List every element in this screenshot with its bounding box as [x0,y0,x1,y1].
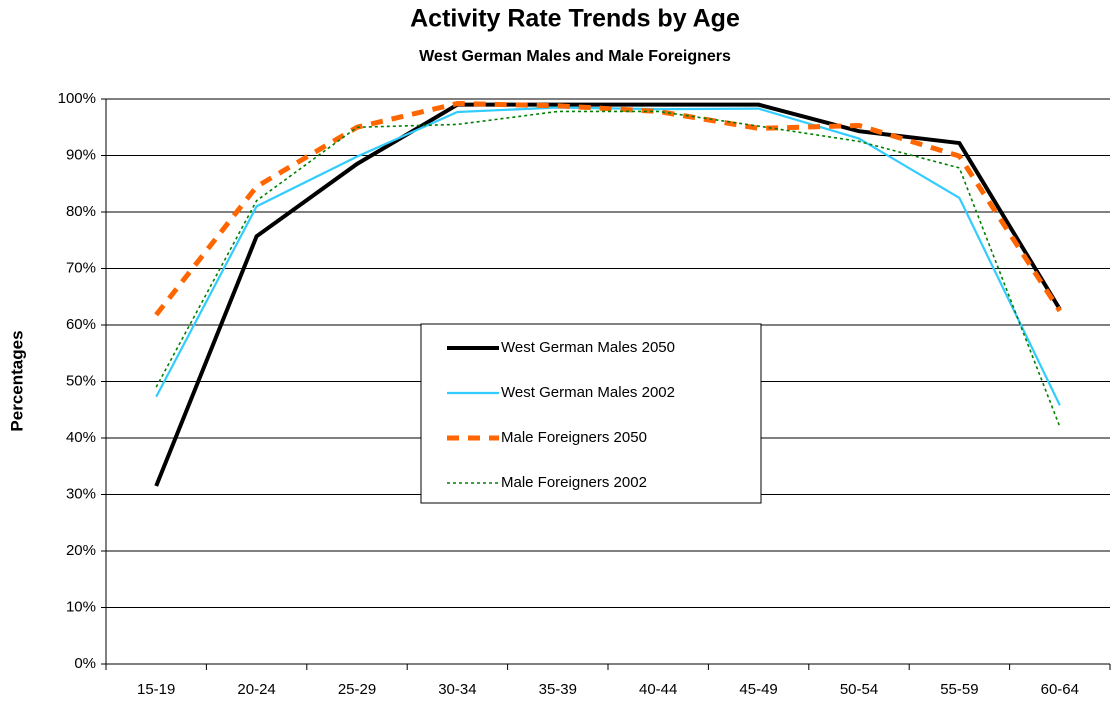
x-tick-label: 45-49 [739,681,777,698]
legend-label: West German Males 2002 [501,384,675,401]
y-tick-label: 60% [66,316,96,333]
legend-label: West German Males 2050 [501,339,675,356]
x-tick-label: 40-44 [639,681,677,698]
y-tick-label: 40% [66,429,96,446]
x-tick-label: 20-24 [237,681,275,698]
y-tick-label: 100% [58,90,96,107]
series-line [155,110,1061,427]
y-tick-label: 30% [66,485,96,502]
chart-subtitle: West German Males and Male Foreigners [419,48,731,65]
x-tick-label: 60-64 [1041,681,1079,698]
legend-label: Male Foreigners 2050 [501,429,647,446]
legend-label: Male Foreigners 2002 [501,474,647,491]
y-tick-label: 70% [66,259,96,276]
y-tick-label: 10% [66,598,96,615]
x-tick-label: 25-29 [338,681,376,698]
x-tick-label: 55-59 [940,681,978,698]
y-tick-label: 90% [66,146,96,163]
y-tick-label: 80% [66,203,96,220]
y-tick-label: 50% [66,372,96,389]
x-tick-label: 50-54 [840,681,878,698]
x-tick-label: 35-39 [539,681,577,698]
y-tick-label: 20% [66,542,96,559]
y-axis-label: Percentages [7,330,26,431]
series-line [154,101,1062,317]
chart-title: Activity Rate Trends by Age [410,5,740,33]
series-line [154,102,1062,487]
legend-box [420,323,762,504]
x-tick-label: 30-34 [438,681,476,698]
x-tick-label: 15-19 [137,681,175,698]
y-tick-label: 0% [74,655,96,672]
